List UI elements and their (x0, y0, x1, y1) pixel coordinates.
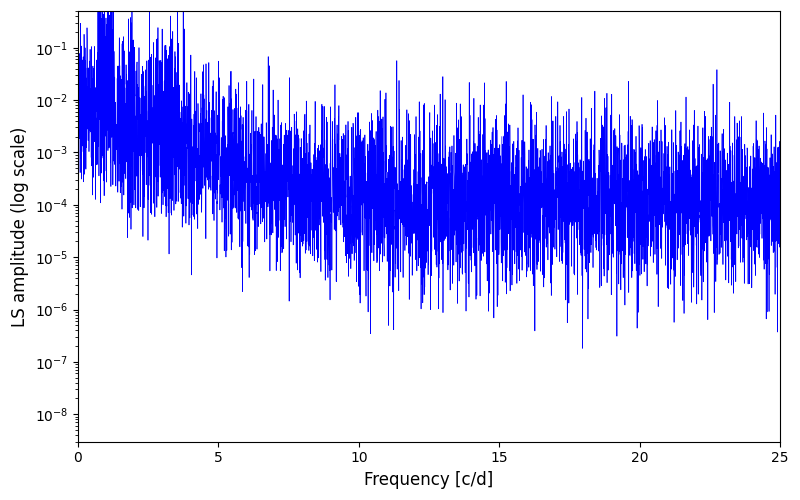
Y-axis label: LS amplitude (log scale): LS amplitude (log scale) (11, 126, 29, 326)
X-axis label: Frequency [c/d]: Frequency [c/d] (364, 471, 494, 489)
